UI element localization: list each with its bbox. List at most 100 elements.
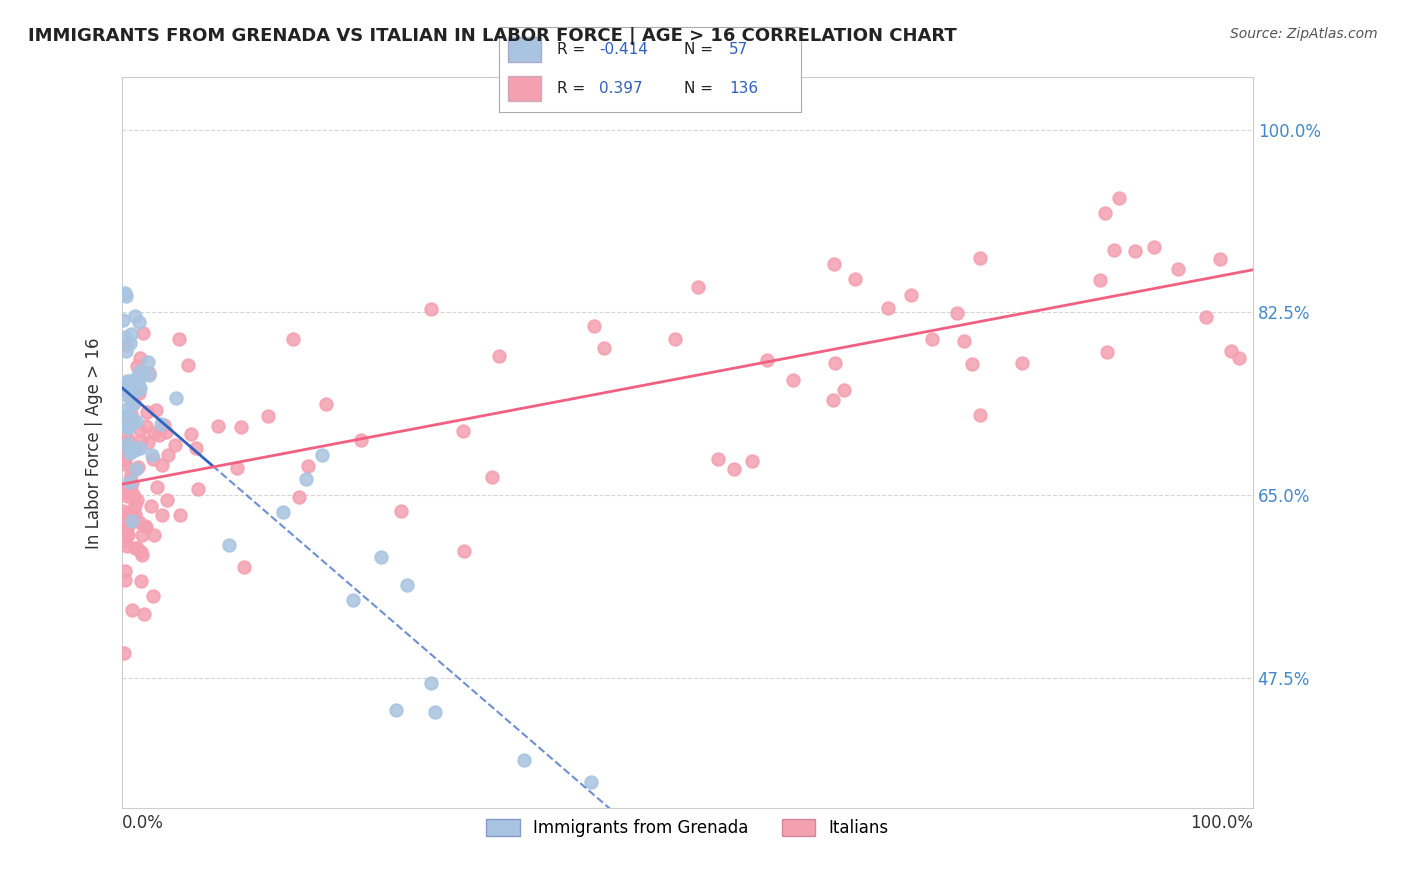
Point [114, 574, 136, 588]
Point [1195, 310, 1218, 325]
Point [420, 301, 443, 316]
Text: 0.0%: 0.0% [122, 814, 165, 831]
Point [120, 326, 142, 341]
Point [921, 332, 943, 346]
Point [118, 335, 141, 350]
Point [138, 366, 160, 380]
Text: 100.0%: 100.0% [1189, 814, 1253, 831]
Point [207, 418, 229, 433]
Point [125, 462, 148, 476]
Point [114, 286, 136, 301]
Text: 136: 136 [728, 81, 758, 96]
Point [177, 359, 200, 373]
Point [167, 332, 190, 346]
Point [664, 332, 686, 346]
Point [112, 504, 135, 518]
Point [233, 559, 256, 574]
Point [115, 338, 138, 352]
Point [118, 384, 141, 399]
Point [451, 424, 474, 438]
Point [125, 359, 148, 373]
Point [128, 381, 150, 395]
Point [129, 423, 152, 437]
Point [124, 413, 146, 427]
Point [385, 703, 408, 717]
Point [283, 332, 305, 346]
Point [593, 342, 616, 356]
Point [156, 492, 179, 507]
Point [118, 374, 141, 388]
Point [1123, 244, 1146, 258]
Point [782, 373, 804, 387]
Point [389, 503, 412, 517]
Point [453, 544, 475, 558]
Point [135, 418, 157, 433]
Point [1167, 262, 1189, 277]
Point [582, 319, 605, 334]
Point [121, 603, 143, 617]
Point [135, 519, 157, 533]
Point [488, 349, 510, 363]
Legend: Immigrants from Grenada, Italians: Immigrants from Grenada, Italians [479, 813, 896, 844]
Point [131, 528, 153, 542]
Point [127, 368, 149, 382]
Point [146, 480, 169, 494]
Point [706, 452, 728, 467]
Text: -0.414: -0.414 [599, 42, 648, 57]
Point [127, 441, 149, 455]
Point [118, 442, 141, 457]
Point [121, 414, 143, 428]
Point [142, 589, 165, 603]
Point [127, 383, 149, 397]
Point [132, 326, 155, 340]
Point [1220, 343, 1243, 358]
Y-axis label: In Labor Force | Age > 16: In Labor Force | Age > 16 [86, 337, 103, 549]
Point [1227, 351, 1250, 365]
Point [124, 309, 146, 323]
Point [117, 434, 139, 448]
Point [138, 368, 160, 382]
Point [395, 578, 418, 592]
Point [124, 508, 146, 522]
Point [121, 502, 143, 516]
Point [311, 448, 333, 462]
Point [180, 426, 202, 441]
Point [114, 452, 136, 467]
Point [142, 451, 165, 466]
Point [122, 396, 145, 410]
Point [579, 775, 602, 789]
Point [112, 484, 135, 499]
Point [115, 508, 138, 522]
Point [877, 301, 900, 316]
Point [127, 459, 149, 474]
Point [143, 426, 166, 441]
Point [1108, 190, 1130, 204]
Point [131, 545, 153, 559]
FancyBboxPatch shape [508, 37, 541, 62]
Point [226, 460, 249, 475]
Text: N =: N = [683, 42, 717, 57]
Point [257, 409, 280, 423]
Point [141, 449, 163, 463]
Point [186, 482, 208, 496]
Point [120, 483, 142, 497]
Point [1094, 206, 1116, 220]
Point [423, 705, 446, 719]
Point [134, 519, 156, 533]
Point [145, 403, 167, 417]
Point [1209, 252, 1232, 267]
Point [124, 443, 146, 458]
Text: IMMIGRANTS FROM GRENADA VS ITALIAN IN LABOR FORCE | AGE > 16 CORRELATION CHART: IMMIGRANTS FROM GRENADA VS ITALIAN IN LA… [28, 27, 957, 45]
Point [900, 288, 922, 302]
Point [136, 435, 159, 450]
Point [824, 355, 846, 369]
Text: R =: R = [557, 42, 589, 57]
Point [148, 428, 170, 442]
Point [129, 574, 152, 588]
Point [128, 516, 150, 530]
Point [297, 458, 319, 473]
Point [723, 462, 745, 476]
Point [129, 364, 152, 378]
Point [821, 392, 844, 407]
Point [121, 514, 143, 528]
